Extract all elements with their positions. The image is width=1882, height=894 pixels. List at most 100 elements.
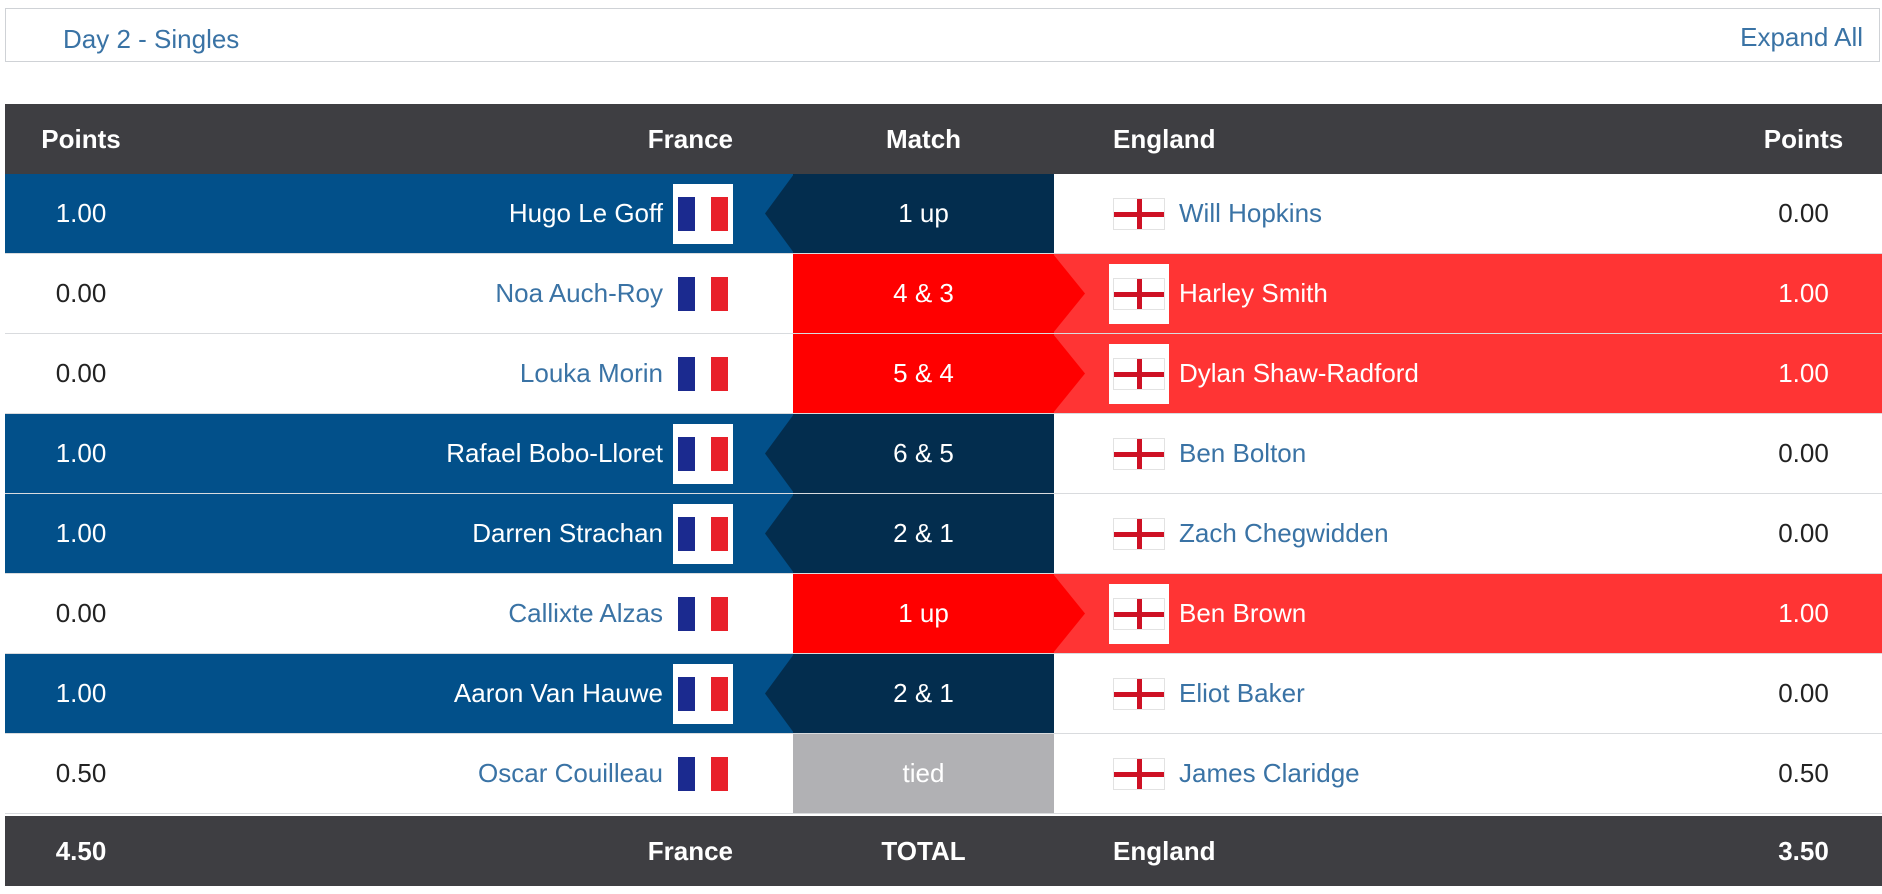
england-player-cell: Ben Brown	[1109, 574, 1713, 653]
table-row: 1.00 Aaron Van Hauwe 2 & 1 Eliot Baker 0…	[5, 654, 1882, 734]
england-player-cell: Zach Chegwidden	[1113, 494, 1713, 573]
france-player-cell: Aaron Van Hauwe	[157, 654, 733, 733]
france-player-cell: Callixte Alzas	[157, 574, 733, 653]
england-player-cell: Dylan Shaw-Radford	[1109, 334, 1713, 413]
match-result[interactable]: 4 & 3	[893, 278, 954, 308]
england-player-link[interactable]: Eliot Baker	[1179, 678, 1305, 708]
france-player-cell: Rafael Bobo-Lloret	[157, 414, 733, 493]
england-flag-icon	[1109, 184, 1169, 244]
france-points: 1.00	[55, 198, 107, 228]
france-cell-bg	[5, 174, 793, 253]
france-player-link[interactable]: Aaron Van Hauwe	[453, 678, 663, 708]
england-flag-icon	[1109, 504, 1169, 564]
england-cell-bg	[1054, 254, 1882, 333]
france-player-link[interactable]: Rafael Bobo-Lloret	[446, 438, 663, 468]
england-cell-bg	[1054, 734, 1882, 813]
france-cell-bg	[5, 334, 793, 413]
england-points: 1.00	[1778, 358, 1829, 388]
england-points: 0.00	[1778, 518, 1829, 548]
france-total-label: France	[647, 835, 733, 866]
table-row: 0.00 Noa Auch-Roy 4 & 3 Harley Smith 1.0…	[5, 254, 1882, 334]
match-result[interactable]: 5 & 4	[893, 358, 954, 388]
match-result[interactable]: 1 up	[898, 598, 949, 628]
france-cell-bg	[5, 254, 793, 333]
england-player-link[interactable]: Harley Smith	[1179, 278, 1328, 308]
france-player-link[interactable]: Darren Strachan	[472, 518, 663, 548]
england-points: 0.00	[1778, 438, 1829, 468]
match-result-bg	[793, 174, 1054, 253]
england-total-label: England	[1113, 835, 1216, 866]
france-player-link[interactable]: Noa Auch-Roy	[495, 278, 663, 308]
france-flag-icon	[673, 744, 733, 804]
match-result-bg	[793, 654, 1054, 733]
france-player-cell: Hugo Le Goff	[157, 174, 733, 253]
left-points-header: Points	[41, 123, 121, 154]
match-result[interactable]: 6 & 5	[893, 438, 954, 468]
france-points: 0.00	[55, 358, 107, 388]
table-row: 1.00 Darren Strachan 2 & 1 Zach Chegwidd…	[5, 494, 1882, 574]
match-result[interactable]: tied	[902, 758, 945, 788]
england-player-link[interactable]: Ben Brown	[1179, 598, 1307, 628]
france-flag-icon	[673, 584, 733, 644]
totals-row: 4.50 France TOTAL England 3.50	[5, 816, 1882, 886]
total-label: TOTAL	[881, 835, 966, 866]
day-title: Day 2 - Singles	[63, 24, 240, 54]
england-flag-icon	[1109, 744, 1169, 804]
table-row: 1.00 Rafael Bobo-Lloret 6 & 5 Ben Bolton…	[5, 414, 1882, 494]
england-cell-bg	[1054, 654, 1882, 733]
france-flag-icon	[673, 423, 733, 484]
france-total-points: 4.50	[55, 835, 107, 866]
france-player-cell: Louka Morin	[157, 334, 733, 413]
france-points: 1.00	[55, 678, 107, 708]
france-points: 1.00	[55, 518, 107, 548]
france-cell-bg	[5, 494, 793, 573]
france-player-cell: Oscar Couilleau	[157, 734, 733, 813]
england-player-link[interactable]: Dylan Shaw-Radford	[1179, 358, 1419, 388]
france-points: 0.50	[55, 758, 107, 788]
match-rows: 1.00 Hugo Le Goff 1 up Will Hopkins 0.00…	[5, 174, 1882, 814]
france-player-link[interactable]: Louka Morin	[519, 358, 663, 388]
england-player-link[interactable]: Zach Chegwidden	[1179, 518, 1389, 548]
england-player-link[interactable]: Will Hopkins	[1179, 198, 1323, 228]
match-result-bg	[793, 734, 1054, 813]
france-points: 0.00	[55, 278, 107, 308]
france-player-link[interactable]: Hugo Le Goff	[508, 198, 663, 228]
singles-results-table: Points France Match England Points 1.00 …	[5, 104, 1882, 886]
match-result-bg	[793, 254, 1054, 333]
france-player-link[interactable]: Callixte Alzas	[508, 598, 663, 628]
table-row: 0.50 Oscar Couilleau tied James Claridge…	[5, 734, 1882, 814]
match-result[interactable]: 2 & 1	[893, 678, 954, 708]
england-header: England	[1113, 123, 1216, 154]
england-points: 0.50	[1778, 758, 1829, 788]
england-cell-bg	[1054, 174, 1882, 253]
france-points: 0.00	[55, 598, 107, 628]
match-result[interactable]: 1 up	[898, 198, 949, 228]
expand-all-link[interactable]: Expand All	[1740, 22, 1863, 52]
england-points: 1.00	[1778, 598, 1829, 628]
france-cell-bg	[5, 734, 793, 813]
france-cell-bg	[5, 654, 793, 733]
england-cell-bg	[1054, 574, 1882, 653]
match-result-bg	[793, 414, 1054, 493]
match-result-bg	[793, 494, 1054, 573]
england-flag-icon	[1109, 263, 1169, 324]
france-header: France	[647, 123, 733, 154]
france-points: 1.00	[55, 438, 107, 468]
table-header: Points France Match England Points	[5, 104, 1882, 174]
france-player-link[interactable]: Oscar Couilleau	[478, 758, 663, 788]
england-cell-bg	[1054, 494, 1882, 573]
england-player-link[interactable]: James Claridge	[1179, 758, 1360, 788]
england-player-link[interactable]: Ben Bolton	[1179, 438, 1307, 468]
england-points: 0.00	[1778, 198, 1829, 228]
france-flag-icon	[673, 344, 733, 404]
france-cell-bg	[5, 574, 793, 653]
england-flag-icon	[1109, 664, 1169, 724]
france-flag-icon	[673, 183, 733, 244]
match-header: Match	[885, 123, 962, 154]
france-flag-icon	[673, 663, 733, 724]
total-match-cell	[793, 816, 1054, 886]
match-result[interactable]: 2 & 1	[893, 518, 954, 548]
right-points-header: Points	[1763, 123, 1844, 154]
table-row: 1.00 Hugo Le Goff 1 up Will Hopkins 0.00	[5, 174, 1882, 254]
france-player-cell: Darren Strachan	[157, 494, 733, 573]
